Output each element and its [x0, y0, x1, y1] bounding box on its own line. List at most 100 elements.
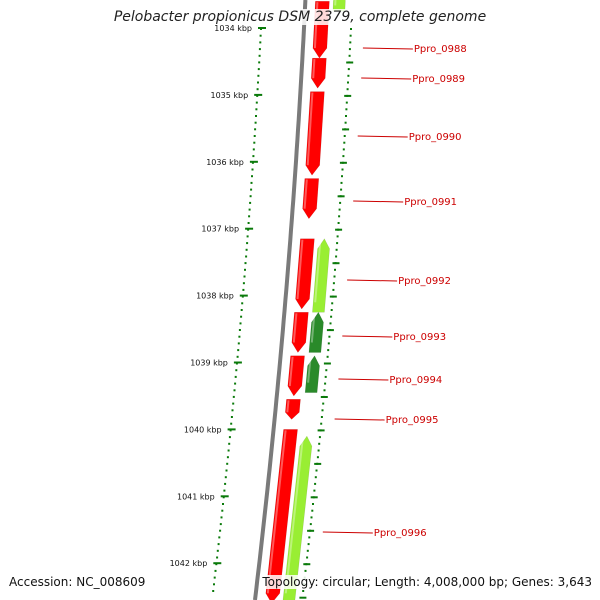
ruler-minor-tick	[252, 148, 255, 151]
ruler-right-tick	[335, 228, 343, 231]
ruler-minor-tick	[213, 583, 215, 586]
gene-arrow-highlight	[288, 356, 294, 387]
gene-label[interactable]: Ppro_0993	[393, 332, 446, 343]
ruler-minor-tick	[246, 235, 249, 238]
forward-gene-arrow[interactable]	[291, 312, 309, 353]
ruler-major-tick	[245, 227, 254, 230]
ruler-tick-label: 1039 kbp	[190, 359, 228, 368]
ruler-minor-tick	[238, 329, 241, 331]
ruler-right-tick	[326, 329, 334, 332]
gene-label-leader	[342, 335, 393, 338]
gene-label-leader	[322, 531, 373, 534]
ruler-minor-tick	[242, 288, 245, 291]
ruler-minor-tick	[240, 315, 243, 318]
ruler-minor-tick	[336, 235, 339, 238]
ruler-minor-tick	[306, 556, 309, 559]
ruler: 1034 kbp 1035 kbp 1036 kbp 1037 kbp 1038 kbp…	[170, 24, 354, 599]
gene-label[interactable]: Ppro_0988	[414, 44, 467, 55]
ruler-minor-tick	[340, 181, 343, 184]
ruler-right-tick	[346, 61, 354, 64]
ruler-minor-tick	[320, 416, 323, 418]
ruler-minor-tick	[321, 409, 324, 412]
forward-gene-arrow[interactable]	[295, 238, 315, 310]
gene-arrow-highlight	[284, 436, 304, 594]
gene-label[interactable]: Ppro_0989	[412, 74, 465, 85]
ruler-minor-tick	[255, 108, 258, 111]
reverse-gene-arrow[interactable]	[282, 435, 313, 600]
ruler-minor-tick	[248, 215, 251, 218]
ruler-minor-tick	[313, 489, 316, 492]
ruler-minor-tick	[324, 375, 327, 378]
ruler-minor-tick	[230, 422, 233, 425]
ruler-tick-label: 1037 kbp	[201, 225, 239, 234]
forward-gene-arrow[interactable]	[265, 429, 298, 600]
gene-label-leader	[361, 77, 412, 80]
ruler-minor-tick	[249, 201, 252, 204]
gene-label[interactable]: Ppro_0994	[389, 375, 442, 386]
gene-label-leader	[357, 135, 408, 138]
ruler-minor-tick	[248, 208, 251, 211]
ruler-minor-tick	[218, 536, 221, 539]
reverse-gene-arrow[interactable]	[308, 311, 324, 353]
gene-label-leader	[362, 47, 413, 50]
ruler-minor-tick	[257, 74, 260, 77]
forward-gene-arrow[interactable]	[310, 57, 327, 89]
ruler-minor-tick	[328, 335, 331, 338]
ruler-minor-tick	[252, 155, 255, 158]
ruler-minor-tick	[338, 208, 341, 211]
ruler-minor-tick	[304, 569, 307, 572]
ruler-minor-tick	[237, 349, 240, 352]
ruler-minor-tick	[258, 48, 261, 51]
gene-track	[265, 0, 346, 600]
forward-gene-arrow[interactable]	[287, 355, 305, 397]
ruler-minor-tick	[225, 469, 228, 472]
ruler-minor-tick	[331, 302, 334, 305]
forward-gene-arrow[interactable]	[305, 91, 325, 176]
gene-label[interactable]: Ppro_0996	[374, 528, 427, 539]
ruler-minor-tick	[336, 242, 339, 245]
ruler-minor-tick	[251, 168, 254, 171]
ruler-minor-tick	[251, 175, 253, 178]
ruler-minor-tick	[316, 456, 319, 459]
ruler-minor-tick	[345, 115, 347, 117]
ruler-minor-tick	[339, 201, 342, 204]
ruler-right-tick	[310, 496, 318, 499]
ruler-minor-tick	[240, 309, 243, 311]
ruler-minor-tick	[223, 489, 226, 492]
ruler-minor-tick	[320, 422, 323, 425]
forward-gene-arrow[interactable]	[285, 399, 301, 420]
ruler-minor-tick	[228, 442, 231, 445]
ruler-minor-tick	[235, 369, 238, 372]
gene-label[interactable]: Ppro_0992	[398, 276, 451, 287]
gene-arrow-highlight	[312, 59, 316, 79]
gene-label[interactable]: Ppro_0995	[386, 415, 439, 426]
ruler-minor-tick	[332, 288, 335, 291]
ruler-minor-tick	[234, 382, 237, 385]
gene-label[interactable]: Ppro_0990	[409, 132, 462, 143]
ruler-minor-tick	[337, 222, 340, 224]
ruler-minor-tick	[314, 476, 317, 479]
ruler-right-tick	[339, 161, 347, 164]
ruler-minor-tick	[338, 215, 341, 218]
ruler-minor-tick	[250, 188, 253, 191]
ruler-major-tick	[249, 160, 258, 163]
ruler-tick-label: 1035 kbp	[210, 91, 248, 100]
ruler-minor-tick	[325, 369, 328, 372]
ruler-minor-tick	[342, 148, 345, 151]
ruler-right-tick	[329, 295, 337, 298]
ruler-minor-tick	[327, 349, 330, 352]
reverse-gene-arrow[interactable]	[304, 355, 320, 393]
ruler-minor-tick	[346, 88, 349, 91]
ruler-right-tick	[299, 596, 307, 599]
ruler-minor-tick	[335, 248, 338, 251]
forward-gene-arrow[interactable]	[302, 178, 320, 220]
ruler-minor-tick	[254, 128, 257, 131]
ruler-minor-tick	[306, 549, 309, 552]
ruler-minor-tick	[332, 282, 335, 285]
ruler-minor-tick	[254, 121, 257, 124]
gene-label[interactable]: Ppro_0991	[404, 197, 457, 208]
ruler-minor-tick	[222, 503, 224, 505]
map-title: Pelobacter propionicus DSM 2379, complet…	[0, 9, 600, 25]
ruler-minor-tick	[309, 523, 312, 526]
